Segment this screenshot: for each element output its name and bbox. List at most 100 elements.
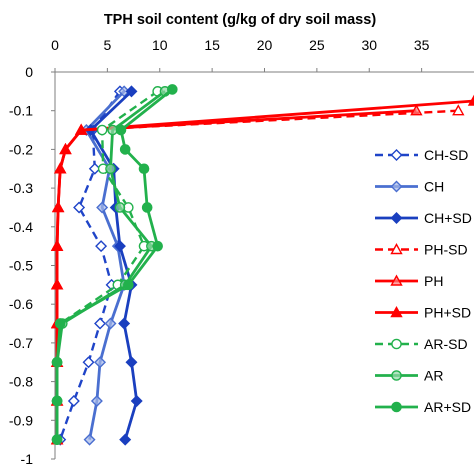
legend-item: CH+SD: [375, 210, 472, 226]
x-tick-label: 20: [257, 37, 273, 53]
series-ar-sd: [51, 86, 163, 445]
legend-label: CH-SD: [424, 147, 468, 163]
data-point: [51, 434, 63, 445]
legend-label: AR+SD: [424, 399, 471, 415]
series-line: [89, 90, 139, 440]
y-tick-label: -0.3: [9, 180, 33, 196]
data-point: [115, 124, 127, 136]
legend-marker: [391, 401, 402, 413]
data-point: [114, 202, 126, 213]
legend-item: CH: [375, 179, 444, 195]
x-tick-label: 10: [152, 37, 168, 53]
data-point: [54, 318, 66, 329]
legend-item: PH-SD: [375, 242, 468, 258]
legend-label: PH+SD: [424, 305, 471, 321]
legend-item: AR: [375, 368, 443, 384]
legend-marker-shade: [391, 181, 402, 192]
x-tick-label: 35: [414, 37, 430, 53]
y-tick-label: -0.8: [9, 374, 33, 390]
data-point: [73, 201, 86, 214]
data-point: [82, 356, 95, 369]
series-ph-sd: [50, 104, 465, 445]
data-point: [95, 240, 108, 253]
y-tick-label: -0.4: [9, 219, 33, 235]
data-point: [138, 163, 150, 175]
data-point: [90, 394, 103, 407]
data-point: [130, 394, 143, 407]
series-line: [55, 109, 459, 440]
data-point: [125, 356, 138, 369]
legend-marker: [390, 180, 403, 193]
data-point: [74, 123, 88, 135]
data-point-shade: [97, 202, 108, 213]
y-tick-label: -0.7: [9, 335, 33, 351]
chart-title: TPH soil content (g/kg of dry soil mass): [104, 12, 376, 28]
x-tick-label: 15: [204, 37, 220, 53]
data-point: [94, 356, 107, 369]
data-point: [123, 279, 134, 291]
data-point-shade: [115, 202, 125, 213]
x-tick-label: 5: [103, 37, 111, 53]
legend-marker: [390, 212, 403, 224]
y-tick-label: -0.1: [9, 103, 33, 119]
y-tick-label: -0.6: [9, 296, 33, 312]
axes: 0 5 10 15 20 25 30 35 0 -0.1 -0.2 -0.3 -0.4 -0.5 -0.6 -…: [9, 37, 474, 467]
data-point: [467, 94, 474, 106]
data-point: [94, 317, 107, 330]
x-tick-label: 25: [309, 37, 325, 53]
data-point: [125, 85, 138, 98]
y-tick-label: -0.5: [9, 258, 33, 274]
data-point: [96, 124, 108, 136]
data-point-shade: [105, 164, 116, 174]
data-point: [51, 395, 63, 407]
legend-label: CH+SD: [424, 210, 472, 226]
legend-item: CH-SD: [375, 147, 468, 163]
series-line: [59, 90, 121, 441]
data-point-shade: [411, 105, 422, 115]
data-point-shade: [91, 395, 102, 406]
legend: CH-SD CH CH+SD PH-SD PH PH+SD AR-SD AR AR+SD: [375, 147, 472, 415]
data-point: [452, 104, 465, 116]
data-point: [152, 240, 163, 252]
series-ar: [51, 86, 171, 445]
y-tick-label: -0.2: [9, 141, 33, 157]
x-tick-label: 30: [361, 37, 377, 53]
series-ar-sd: [51, 84, 178, 445]
series-ph-sd: [50, 94, 474, 445]
y-tick-label: 0: [25, 64, 33, 80]
data-point: [167, 84, 178, 95]
legend-item: PH+SD: [375, 305, 471, 321]
data-point: [50, 239, 64, 251]
data-point-shade: [84, 434, 95, 445]
series-ch-sd: [54, 85, 126, 446]
series-line: [55, 99, 474, 440]
data-point: [96, 201, 109, 214]
legend-label: PH: [424, 273, 443, 289]
data-point: [104, 317, 117, 330]
legend-label: CH: [424, 179, 444, 195]
data-point: [119, 433, 132, 446]
legend-item: AR+SD: [375, 399, 471, 415]
legend-marker: [391, 370, 402, 381]
x-tick-label: 0: [51, 37, 59, 53]
data-point: [59, 142, 72, 155]
data-point: [118, 317, 131, 330]
data-point: [88, 162, 101, 175]
data-point: [119, 144, 131, 155]
legend-label: PH-SD: [424, 242, 468, 258]
data-point: [51, 356, 63, 368]
data-point-shade: [105, 318, 116, 329]
data-point-shade: [95, 357, 106, 368]
legend-marker: [390, 274, 403, 286]
data-point: [83, 433, 96, 446]
data-point: [67, 394, 80, 407]
data-point-shade: [108, 125, 118, 135]
data-point: [410, 104, 423, 116]
y-tick-label: -1: [21, 451, 34, 467]
y-tick-label: -0.9: [9, 412, 33, 428]
legend-marker-shade: [391, 276, 402, 285]
data-point: [105, 163, 116, 175]
data-point: [54, 162, 67, 174]
series-line: [55, 90, 166, 440]
